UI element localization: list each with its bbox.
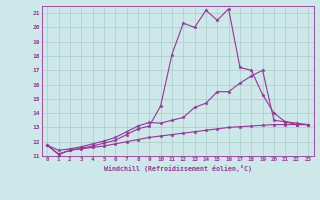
X-axis label: Windchill (Refroidissement éolien,°C): Windchill (Refroidissement éolien,°C): [104, 165, 252, 172]
